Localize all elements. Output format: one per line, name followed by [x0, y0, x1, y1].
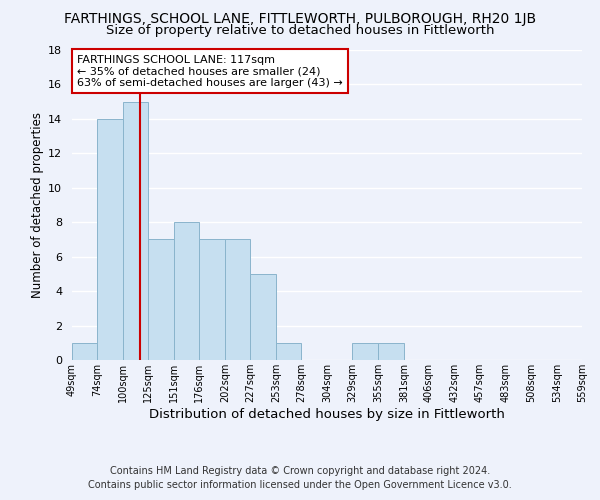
Bar — [250, 274, 276, 360]
Bar — [352, 343, 378, 360]
Bar — [225, 240, 250, 360]
Y-axis label: Number of detached properties: Number of detached properties — [31, 112, 44, 298]
Bar — [123, 102, 148, 360]
Bar — [97, 119, 123, 360]
Bar — [378, 343, 404, 360]
Text: Contains HM Land Registry data © Crown copyright and database right 2024.
Contai: Contains HM Land Registry data © Crown c… — [88, 466, 512, 490]
X-axis label: Distribution of detached houses by size in Fittleworth: Distribution of detached houses by size … — [149, 408, 505, 421]
Bar — [199, 240, 225, 360]
Bar — [148, 240, 174, 360]
Text: Size of property relative to detached houses in Fittleworth: Size of property relative to detached ho… — [106, 24, 494, 37]
Bar — [72, 343, 97, 360]
Text: FARTHINGS SCHOOL LANE: 117sqm
← 35% of detached houses are smaller (24)
63% of s: FARTHINGS SCHOOL LANE: 117sqm ← 35% of d… — [77, 54, 343, 88]
Bar — [276, 343, 301, 360]
Bar — [174, 222, 199, 360]
Text: FARTHINGS, SCHOOL LANE, FITTLEWORTH, PULBOROUGH, RH20 1JB: FARTHINGS, SCHOOL LANE, FITTLEWORTH, PUL… — [64, 12, 536, 26]
